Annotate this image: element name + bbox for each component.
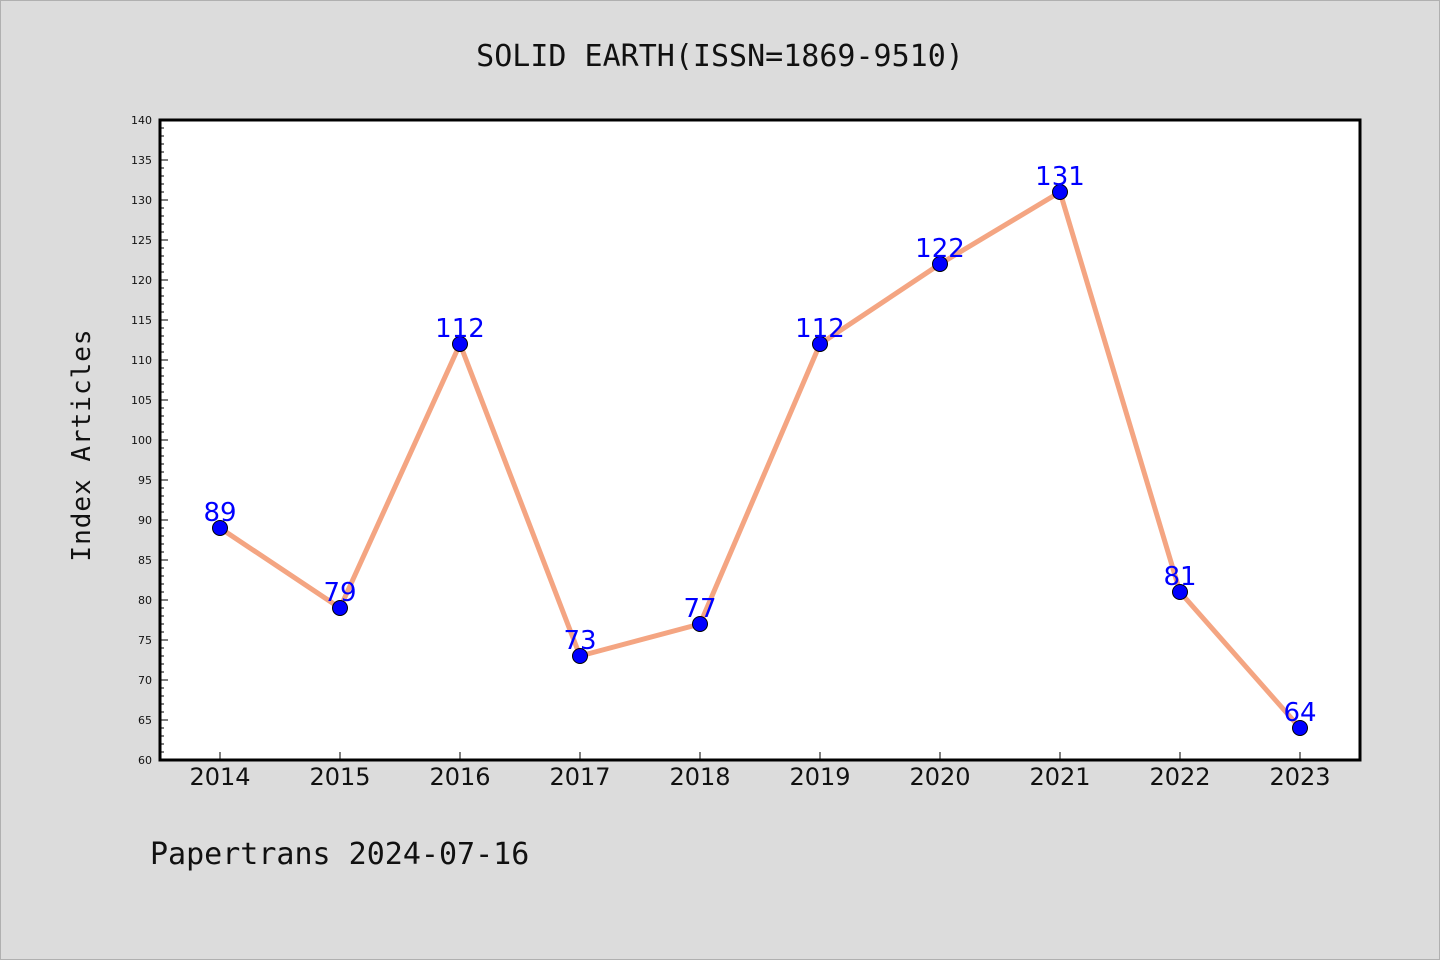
x-tick-label: 2014 xyxy=(189,763,250,791)
x-axis: 2014 2015 2016 2017 2018 2019 2020 2021 2022 2023 xyxy=(189,752,1331,791)
x-tick-label: 2017 xyxy=(549,763,610,791)
y-tick-label: 125 xyxy=(131,234,152,247)
data-point xyxy=(932,256,948,272)
data-label: 122 xyxy=(915,234,965,264)
x-tick-label: 2022 xyxy=(1149,763,1210,791)
y-tick-label: 130 xyxy=(131,194,152,207)
y-tick-label: 120 xyxy=(131,274,152,287)
y-axis-label: Index Articles xyxy=(67,328,97,561)
data-point xyxy=(1172,584,1188,600)
data-point xyxy=(212,520,228,536)
data-label: 77 xyxy=(683,594,716,624)
y-tick-label: 105 xyxy=(131,394,152,407)
y-tick-label: 80 xyxy=(138,594,152,607)
y-tick-label: 100 xyxy=(131,434,152,447)
plot-area xyxy=(158,118,1362,762)
data-label: 64 xyxy=(1283,698,1316,728)
y-tick-label: 140 xyxy=(131,114,152,127)
y-tick-label: 70 xyxy=(138,674,152,687)
data-point xyxy=(692,616,708,632)
y-tick-label: 60 xyxy=(138,754,152,767)
x-tick-label: 2016 xyxy=(429,763,490,791)
chart-title: SOLID EARTH(ISSN=1869-9510) xyxy=(476,39,964,74)
x-tick-label: 2019 xyxy=(789,763,850,791)
y-tick-label: 75 xyxy=(138,634,152,647)
y-tick-label: 115 xyxy=(131,314,152,327)
series-layer xyxy=(212,184,1308,736)
y-tick-label: 110 xyxy=(131,354,152,367)
x-tick-label: 2023 xyxy=(1269,763,1330,791)
data-point xyxy=(572,648,588,664)
data-point xyxy=(332,600,348,616)
data-labels: 89 79 112 73 77 112 122 131 81 64 xyxy=(203,162,1316,728)
data-point xyxy=(1292,720,1308,736)
footer-text: Papertrans 2024-07-16 xyxy=(150,837,529,872)
x-tick-label: 2018 xyxy=(669,763,730,791)
data-label: 89 xyxy=(203,498,236,528)
y-tick-label: 65 xyxy=(138,714,152,727)
y-axis: 60 65 70 75 80 85 90 95 100 105 110 115 120 125 130 135… xyxy=(131,114,168,767)
data-label: 73 xyxy=(563,626,596,656)
data-point xyxy=(1052,184,1068,200)
x-tick-label: 2020 xyxy=(909,763,970,791)
data-label: 112 xyxy=(435,314,485,344)
data-point xyxy=(452,336,468,352)
data-point xyxy=(812,336,828,352)
y-tick-label: 95 xyxy=(138,474,152,487)
data-label: 81 xyxy=(1163,562,1196,592)
data-label: 131 xyxy=(1035,162,1085,192)
data-label: 112 xyxy=(795,314,845,344)
y-tick-label: 90 xyxy=(138,514,152,527)
y-tick-label: 135 xyxy=(131,154,152,167)
y-tick-label: 85 xyxy=(138,554,152,567)
x-tick-label: 2015 xyxy=(309,763,370,791)
series-line xyxy=(217,189,1303,731)
data-label: 79 xyxy=(323,578,356,608)
x-tick-label: 2021 xyxy=(1029,763,1090,791)
